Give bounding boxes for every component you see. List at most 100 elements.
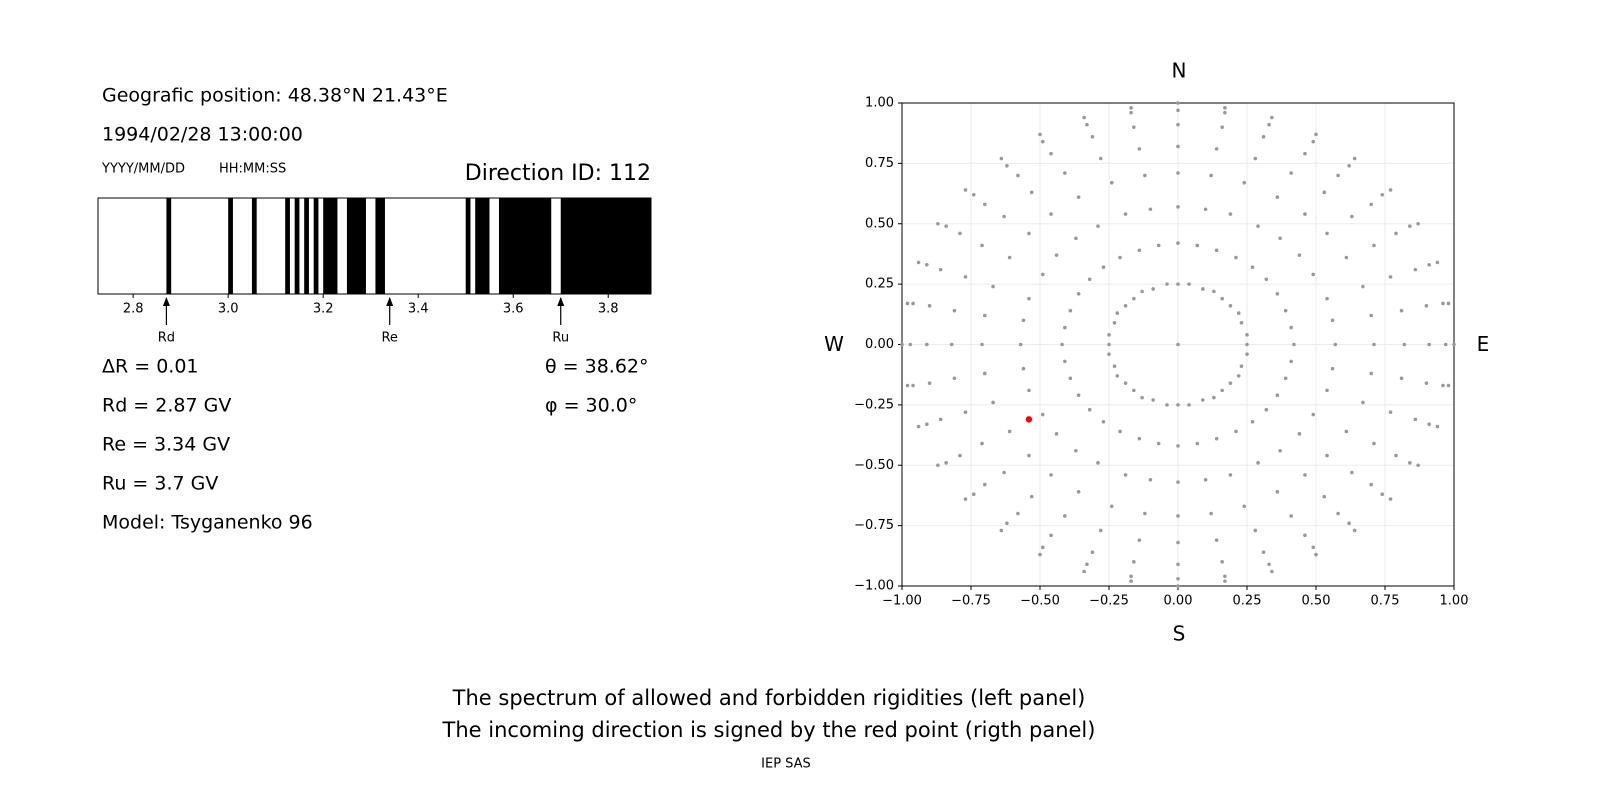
x-tick-label: −1.00 [882,594,922,609]
x-tick-label: 3.6 [503,302,524,317]
direction-point [1311,545,1316,550]
direction-point [1082,569,1086,574]
direction-point [1156,243,1161,248]
position: Geografic position: 48.38°N 21.43°E [102,85,448,107]
direction-point [963,497,968,501]
direction-point [952,308,957,313]
compass-east: E [1477,332,1490,356]
direction-point [1151,287,1155,291]
direction-point [952,376,957,381]
ru: Ru = 3.7 GV [102,473,218,495]
direction-point [1085,562,1089,567]
direction-point [1137,538,1142,542]
forbidden-band [375,198,385,294]
direction-point [1239,364,1244,369]
x-tick-label: 0.50 [1302,594,1331,609]
direction-point [1275,490,1280,494]
direction-point [963,188,968,192]
direction-point [1176,540,1180,545]
compass-north: N [1172,59,1187,83]
direction-point [1123,473,1128,477]
direction-point [1275,195,1280,199]
direction-point [1040,412,1045,417]
direction-point [1234,255,1238,260]
direction-point [1076,393,1081,398]
direction-point [1063,514,1067,518]
forbidden-band [304,198,309,294]
direction-point [1129,106,1133,110]
direction-point [936,221,940,226]
forbidden-band [465,198,471,294]
direction-point [1250,419,1255,424]
direction-point [1137,147,1142,151]
direction-point [1253,156,1258,161]
direction-point [1176,444,1180,448]
marker-label: Ru [552,331,569,346]
direction-point [1049,212,1053,216]
direction-point [1063,171,1067,175]
direction-point [1416,221,1420,226]
arrow-head [386,297,394,306]
forbidden-band [251,198,257,294]
direction-point [927,381,932,385]
direction-point [1176,584,1180,588]
direction-point [1435,260,1440,265]
direction-point [1176,171,1180,175]
direction-point [1115,374,1120,378]
x-tick-label: 3.2 [313,302,334,317]
arrow-head [557,297,565,306]
direction-point [1427,263,1431,267]
direction-point [1201,398,1205,402]
direction-point [1261,550,1266,554]
direction-point [1063,359,1067,364]
direction-point [1369,313,1373,318]
direction-point [1040,139,1045,144]
direction-point [1087,407,1092,412]
direction-point [983,371,987,376]
direction-point [1325,388,1329,393]
direction-point [1245,342,1249,347]
y-tick-label: 0.25 [865,277,894,292]
y-tick-label: 0.50 [865,216,894,231]
direction-point [1085,122,1089,127]
direction-point [1416,463,1420,468]
direction-point [1250,265,1255,270]
direction-point [1278,448,1282,453]
direction-point [1074,236,1078,241]
direction-point [1372,441,1376,446]
direction-point [1236,374,1241,378]
direction-point [1016,511,1020,516]
direction-point [1165,403,1169,407]
direction-point [1107,333,1111,337]
forbidden-band [228,198,233,294]
direction-point [1441,301,1445,306]
direction-point [1369,482,1373,487]
direction-point [1090,135,1095,139]
direction-point [1408,461,1412,465]
y-tick-label: 0.00 [865,337,894,352]
direction-point [1452,342,1456,347]
direction-point [1267,122,1271,127]
direction-point [1203,207,1208,212]
direction-point [1446,301,1451,306]
direction-point [980,243,984,248]
direction-point [1333,342,1338,347]
direction-point [1369,371,1373,376]
direction-point [1209,511,1213,516]
direction-point [1236,311,1241,315]
direction-point [1151,398,1155,402]
direction-point [1212,395,1216,400]
direction-point [1297,253,1302,257]
x-tick-label: 0.25 [1233,594,1262,609]
direction-point [944,461,948,465]
direction-point [1256,224,1260,228]
forbidden-band [166,198,172,294]
direction-point [1220,388,1224,393]
direction-point [1394,231,1398,236]
arrow-head [162,297,170,306]
direction-point [1369,202,1373,207]
x-tick-label: 3.8 [598,302,619,317]
direction-point [1424,304,1429,308]
direction-point [1350,470,1354,475]
direction-point [1140,289,1144,294]
